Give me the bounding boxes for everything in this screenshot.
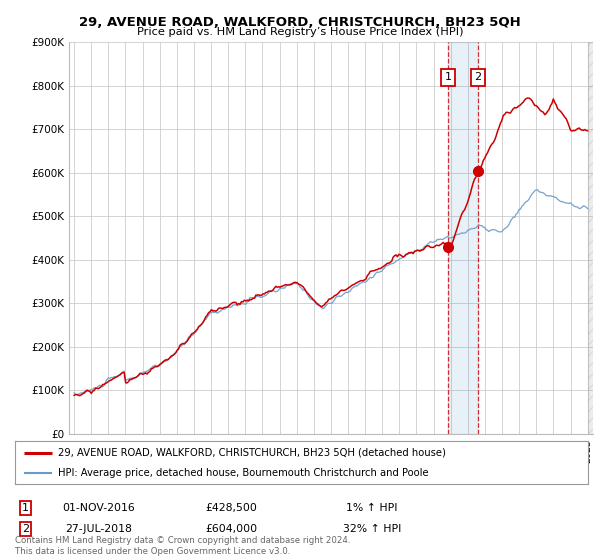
Text: 2: 2 xyxy=(474,72,481,82)
Text: £428,500: £428,500 xyxy=(205,503,257,513)
Text: 1: 1 xyxy=(445,72,451,82)
Text: 2: 2 xyxy=(22,524,29,534)
Bar xyxy=(448,42,478,434)
Text: Contains HM Land Registry data © Crown copyright and database right 2024.
This d: Contains HM Land Registry data © Crown c… xyxy=(15,536,350,556)
Text: 27-JUL-2018: 27-JUL-2018 xyxy=(65,524,133,534)
Text: Price paid vs. HM Land Registry’s House Price Index (HPI): Price paid vs. HM Land Registry’s House … xyxy=(137,27,463,38)
Text: 1% ↑ HPI: 1% ↑ HPI xyxy=(346,503,398,513)
Text: 1: 1 xyxy=(22,503,29,513)
Bar xyxy=(587,42,600,434)
Text: 29, AVENUE ROAD, WALKFORD, CHRISTCHURCH, BH23 5QH (detached house): 29, AVENUE ROAD, WALKFORD, CHRISTCHURCH,… xyxy=(58,447,446,458)
Text: 01-NOV-2016: 01-NOV-2016 xyxy=(62,503,136,513)
Text: £604,000: £604,000 xyxy=(205,524,257,534)
Text: 32% ↑ HPI: 32% ↑ HPI xyxy=(343,524,401,534)
Text: HPI: Average price, detached house, Bournemouth Christchurch and Poole: HPI: Average price, detached house, Bour… xyxy=(58,468,428,478)
Text: 29, AVENUE ROAD, WALKFORD, CHRISTCHURCH, BH23 5QH: 29, AVENUE ROAD, WALKFORD, CHRISTCHURCH,… xyxy=(79,16,521,29)
